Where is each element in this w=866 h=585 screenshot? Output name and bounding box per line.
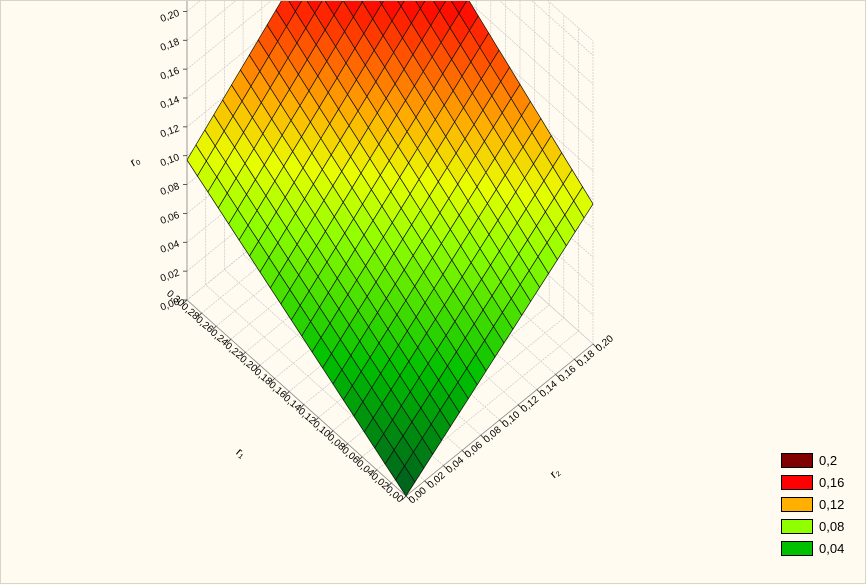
y-tick	[499, 419, 504, 425]
wall-grid-line	[186, 1, 594, 85]
y-tick-label: 0,12	[519, 394, 541, 415]
surface-mesh	[186, 1, 594, 497]
z-tick-label: 0,20	[159, 8, 181, 25]
y-tick	[592, 343, 598, 349]
x-tick	[211, 325, 217, 331]
x-tick	[343, 443, 348, 449]
y-tick	[443, 465, 448, 470]
legend-swatch	[781, 452, 813, 468]
y-tick-label: 0,04	[444, 455, 466, 476]
legend: 0,2 0,16 0,12 0,08 0,04	[781, 449, 861, 559]
legend-item: 0,08	[781, 515, 861, 537]
x-tick	[328, 430, 334, 435]
y-tick-label: 0,14	[538, 379, 560, 400]
surface-cell	[397, 1, 405, 7]
y-tick	[517, 404, 523, 410]
legend-label: 0,08	[819, 518, 845, 534]
y-axis-label: r₂	[547, 465, 563, 482]
x-tick	[270, 378, 275, 383]
x-tick	[255, 365, 261, 370]
box-edge	[186, 299, 407, 497]
legend-label: 0,04	[819, 540, 845, 556]
x-tick	[401, 495, 407, 501]
z-tick-label: 0,16	[159, 65, 181, 82]
y-tick-label: 0,16	[556, 363, 578, 384]
legend-swatch	[781, 518, 813, 534]
z-axis-label: r₀	[128, 153, 143, 170]
y-tick	[480, 434, 486, 440]
wall-grid-line	[186, 1, 594, 114]
legend-item: 0,04	[781, 537, 861, 559]
z-tick-label: 0,04	[159, 239, 181, 256]
x-tick	[284, 391, 290, 396]
y-tick	[424, 480, 429, 486]
y-tick-label: 0,20	[594, 333, 616, 354]
x-tick	[372, 469, 378, 475]
x-tick	[226, 338, 232, 344]
x-tick	[182, 299, 188, 305]
y-tick-label: 0,06	[463, 439, 485, 460]
y-tick	[461, 450, 467, 455]
legend-label: 0,16	[819, 474, 845, 490]
z-tick-label: 0,14	[159, 94, 181, 111]
z-tick-label: 0,02	[159, 267, 181, 284]
y-tick	[405, 495, 411, 501]
legend-swatch	[781, 474, 813, 490]
x-tick	[387, 482, 392, 488]
z-tick-label: 0,06	[159, 210, 181, 227]
legend-swatch	[781, 540, 813, 556]
legend-label: 0,2	[819, 452, 838, 468]
y-tick	[536, 389, 542, 394]
z-tick-label: 0,08	[159, 181, 181, 198]
y-tick-label: 0,02	[426, 470, 448, 491]
x-axis-label: r₁	[233, 445, 248, 461]
y-tick-label: 0,10	[500, 409, 522, 430]
legend-item: 0,2	[781, 449, 861, 471]
legend-item: 0,12	[781, 493, 861, 515]
y-tick-label: 0,08	[482, 424, 504, 445]
wall-grid-line	[186, 1, 594, 143]
y-tick	[555, 374, 560, 379]
x-tick	[299, 404, 305, 409]
x-tick	[314, 417, 319, 422]
surface-cell	[395, 465, 416, 497]
z-tick-label: 0,18	[159, 37, 181, 54]
legend-item: 0,16	[781, 471, 861, 493]
x-tick	[241, 351, 246, 357]
z-tick-label: 0,10	[159, 152, 181, 169]
x-tick	[197, 312, 202, 318]
legend-swatch	[781, 496, 813, 512]
y-tick-label: 0,18	[575, 348, 597, 369]
surface-cell	[415, 1, 426, 10]
z-tick-label: 0,12	[159, 123, 181, 140]
surface-cell	[379, 1, 384, 5]
x-tick	[357, 456, 363, 462]
y-tick	[574, 358, 579, 364]
legend-label: 0,12	[819, 496, 845, 512]
